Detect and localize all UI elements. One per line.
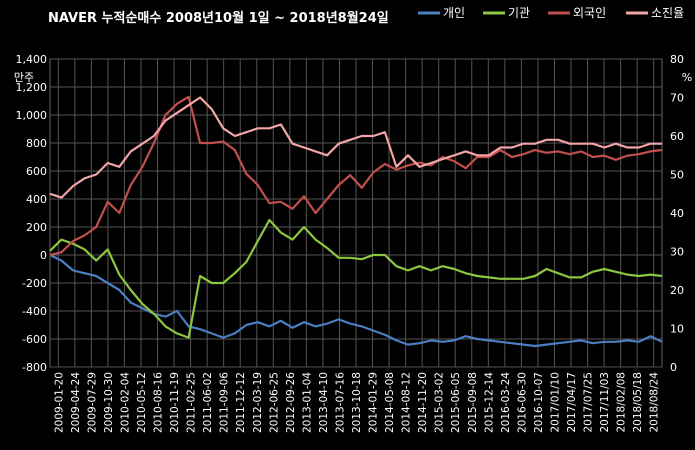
legend-label: 외국인 (573, 6, 606, 20)
x-tick-label: 2011-12-12 (235, 372, 247, 433)
x-tick-label: 2018/05/18 (632, 372, 644, 433)
y-left-tick-label: 0 (40, 249, 47, 262)
x-tick-label: 2014-11-20 (417, 372, 429, 433)
y-right-tick-label: 20 (670, 284, 684, 297)
x-tick-label: 2010-02-04 (119, 372, 131, 433)
y-left-tick-label: -200 (22, 277, 47, 290)
x-tick-label: 2009-07-29 (86, 372, 98, 433)
y-right-tick-label: 50 (670, 169, 684, 182)
y-right-tick-label: 40 (670, 207, 684, 220)
x-tick-label: 2012-06-25 (268, 372, 280, 433)
x-tick-label: 2017/11/03 (599, 372, 611, 433)
x-tick-label: 2015-03-02 (434, 372, 446, 433)
y-right-tick-label: 70 (670, 92, 684, 105)
x-tick-label: 2017/07/25 (583, 372, 595, 433)
y-right-tick-label: 30 (670, 246, 684, 259)
x-tick-label: 2009-01-20 (53, 372, 65, 433)
legend-label: 소진율 (651, 6, 684, 20)
x-tick-label: 2011-06-02 (202, 372, 214, 433)
x-tick-label: 2011-02-25 (186, 372, 198, 433)
x-tick-label: 2014-05-08 (384, 372, 396, 433)
y-left-tick-label: -800 (22, 361, 47, 374)
y-left-tick-label: -600 (22, 333, 47, 346)
series-line-기관 (49, 218, 663, 339)
y-right-tick-label: 80 (670, 53, 684, 66)
x-tick-label: 2011-09-06 (219, 372, 231, 433)
x-tick-label: 2016-06-30 (516, 372, 528, 433)
x-tick-label: 2012-09-26 (285, 372, 297, 433)
x-tick-label: 2017/01/10 (549, 372, 561, 433)
y-left-tick-label: 1,200 (16, 81, 48, 94)
y-left-tick-label: 1,400 (16, 53, 48, 66)
legend-label: 개인 (443, 6, 465, 20)
x-tick-label: 2013-04-10 (318, 372, 330, 433)
y-left-tick-label: 200 (26, 221, 47, 234)
y-left-tick-label: -400 (22, 305, 47, 318)
x-tick-label: 2010-08-16 (153, 372, 165, 433)
y-left-tick-label: 600 (26, 165, 47, 178)
x-tick-label: 2014-08-12 (401, 372, 413, 433)
x-tick-label: 2013-10-18 (351, 372, 363, 433)
x-tick-label: 2018/02/08 (616, 372, 628, 433)
x-tick-label: 2012-03-19 (252, 372, 264, 433)
series-lines (49, 95, 663, 348)
chart-title: NAVER 누적순매수 2008년10월 1일 ~ 2018년8월24일 (48, 10, 389, 26)
y-left-tick-label: 800 (26, 137, 47, 150)
legend: 개인 기관 외국인 소진율 (418, 6, 684, 20)
x-tick-label: 2016-03-24 (500, 372, 512, 433)
series-line-외국인 (49, 95, 663, 257)
x-tick-label: 2009-04-24 (70, 372, 82, 433)
legend-label: 기관 (508, 6, 530, 20)
y-left-tick-label: 1,000 (16, 109, 48, 122)
axes: 1,4001,2001,0008006004002000-200-400-600… (16, 53, 685, 433)
x-tick-label: 2014-01-29 (368, 372, 380, 433)
y-axis-right-label: % (682, 71, 692, 84)
x-tick-label: 2015-09-08 (467, 372, 479, 433)
y-left-tick-label: 400 (26, 193, 47, 206)
y-right-tick-label: 10 (670, 323, 684, 336)
x-tick-label: 2017/04/17 (566, 372, 578, 433)
x-tick-label: 2015-06-05 (450, 372, 462, 433)
x-tick-label: 2010-05-12 (136, 372, 148, 433)
x-tick-label: 2013-07-16 (334, 372, 346, 433)
series-line-소진율 (49, 96, 662, 199)
y-right-tick-label: 0 (670, 361, 677, 374)
x-tick-label: 2016-10-07 (533, 372, 545, 433)
x-tick-label: 2018/08/24 (649, 372, 661, 433)
y-axis-left-label: 만주 (14, 71, 34, 84)
x-tick-label: 2013-01-04 (301, 372, 313, 433)
x-tick-label: 2015-12-14 (483, 372, 495, 433)
x-tick-label: 2010-11-19 (169, 372, 181, 433)
y-right-tick-label: 60 (670, 130, 684, 143)
x-tick-label: 2009-10-30 (103, 372, 115, 433)
